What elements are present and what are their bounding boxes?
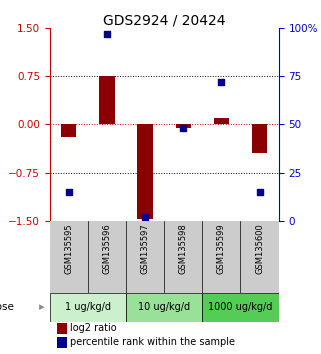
Point	[143, 214, 148, 219]
Text: GSM135597: GSM135597	[141, 223, 150, 274]
Bar	[176, 125, 191, 128]
Text: GSM135598: GSM135598	[179, 223, 188, 274]
Bar	[50, 293, 126, 322]
Point	[66, 189, 71, 195]
Text: GSM135600: GSM135600	[255, 223, 264, 274]
Bar	[126, 293, 202, 322]
Bar	[137, 125, 153, 219]
Text: percentile rank within the sample: percentile rank within the sample	[70, 337, 235, 347]
Text: GSM135595: GSM135595	[64, 223, 73, 274]
Bar	[61, 125, 76, 137]
Text: dose: dose	[0, 302, 14, 312]
Bar	[99, 76, 115, 125]
Point	[219, 79, 224, 85]
Point	[181, 126, 186, 131]
Bar	[202, 293, 279, 322]
Bar	[56, 337, 67, 348]
Bar	[214, 118, 229, 125]
Bar	[252, 125, 267, 153]
Text: 10 ug/kg/d: 10 ug/kg/d	[138, 302, 190, 312]
Text: 1 ug/kg/d: 1 ug/kg/d	[65, 302, 111, 312]
Text: 1000 ug/kg/d: 1000 ug/kg/d	[208, 302, 273, 312]
Bar	[50, 221, 279, 293]
Bar	[56, 323, 67, 334]
Point	[104, 31, 109, 37]
Point	[257, 189, 262, 195]
Title: GDS2924 / 20424: GDS2924 / 20424	[103, 13, 225, 27]
Text: GSM135596: GSM135596	[102, 223, 111, 274]
Text: log2 ratio: log2 ratio	[70, 323, 117, 333]
Text: GSM135599: GSM135599	[217, 223, 226, 274]
